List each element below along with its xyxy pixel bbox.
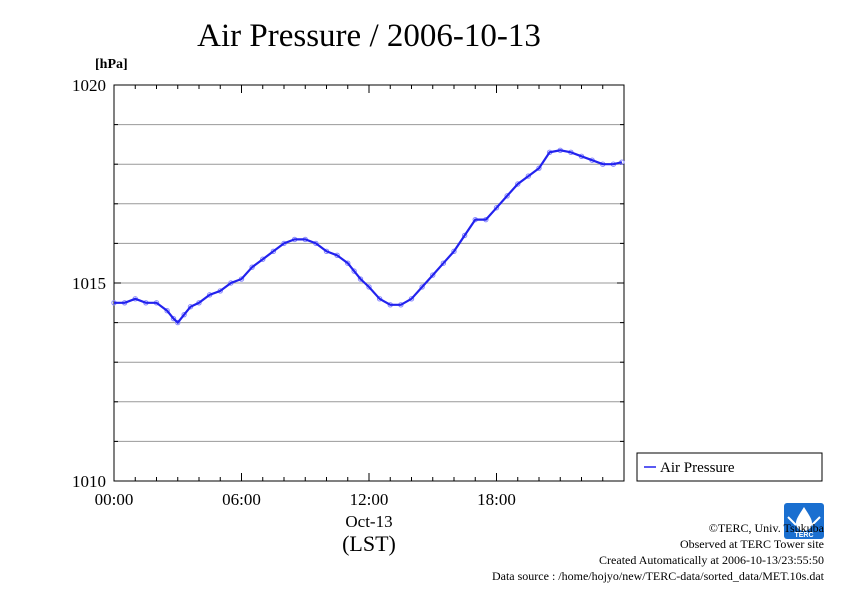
- legend-label: Air Pressure: [660, 460, 735, 476]
- credit-created: Created Automatically at 2006-10-13/23:5…: [599, 553, 824, 567]
- y-tick-label: 1010: [72, 472, 106, 491]
- data-point: [419, 284, 425, 290]
- x-tick-label: 06:00: [222, 490, 261, 509]
- data-point: [461, 232, 468, 239]
- data-point: [249, 264, 255, 270]
- data-point: [175, 319, 181, 326]
- legend-box: [636, 452, 823, 482]
- terc-logo: TERC: [784, 503, 824, 539]
- chart-title: Air Pressure / 2006-10-13: [197, 18, 541, 54]
- data-point: [351, 268, 357, 274]
- y-tick-label: 1015: [72, 274, 106, 293]
- x-date-label: Oct-13: [345, 512, 392, 531]
- data-point: [164, 308, 170, 314]
- credits-block: ©TERC, Univ. Tsukuba Observed at TERC To…: [492, 520, 824, 584]
- data-point: [260, 256, 266, 262]
- logo-text: TERC: [794, 532, 813, 539]
- credit-source: Data source : /home/hojyo/new/TERC-data/…: [491, 569, 824, 583]
- x-tick-label: 18:00: [477, 490, 516, 509]
- logo-wave-marks: [787, 516, 821, 526]
- data-point: [181, 311, 187, 318]
- data-point: [357, 276, 364, 282]
- data-point: [270, 248, 277, 255]
- data-point: [345, 260, 351, 266]
- x-axis-label: (LST): [342, 531, 396, 556]
- credit-copyright: ©TERC, Univ. Tsukuba: [708, 521, 824, 535]
- water-drop-icon: [796, 507, 812, 531]
- y-tick-label: 1020: [72, 76, 106, 95]
- credit-observed: Observed at TERC Tower site: [679, 537, 824, 551]
- data-point: [536, 165, 542, 171]
- x-tick-label: 12:00: [350, 490, 389, 509]
- data-point: [525, 173, 532, 179]
- data-point: [451, 248, 457, 255]
- data-point: [366, 284, 372, 290]
- series-line-air-pressure: [114, 149, 623, 325]
- data-point: [170, 315, 177, 322]
- data-point: [430, 272, 436, 278]
- x-tick-label: 00:00: [95, 490, 134, 509]
- axis-ticks: 1010 1015 1020 00:00 06:00 12:00 18:00: [72, 76, 625, 509]
- grid-lines: [114, 124, 624, 442]
- data-point: [440, 260, 447, 266]
- data-point: [504, 193, 510, 199]
- legend: Air Pressure: [636, 452, 823, 482]
- data-point: [493, 205, 500, 211]
- data-point: [515, 181, 521, 187]
- y-axis-unit: [hPa]: [95, 57, 128, 72]
- series-points: [111, 147, 625, 326]
